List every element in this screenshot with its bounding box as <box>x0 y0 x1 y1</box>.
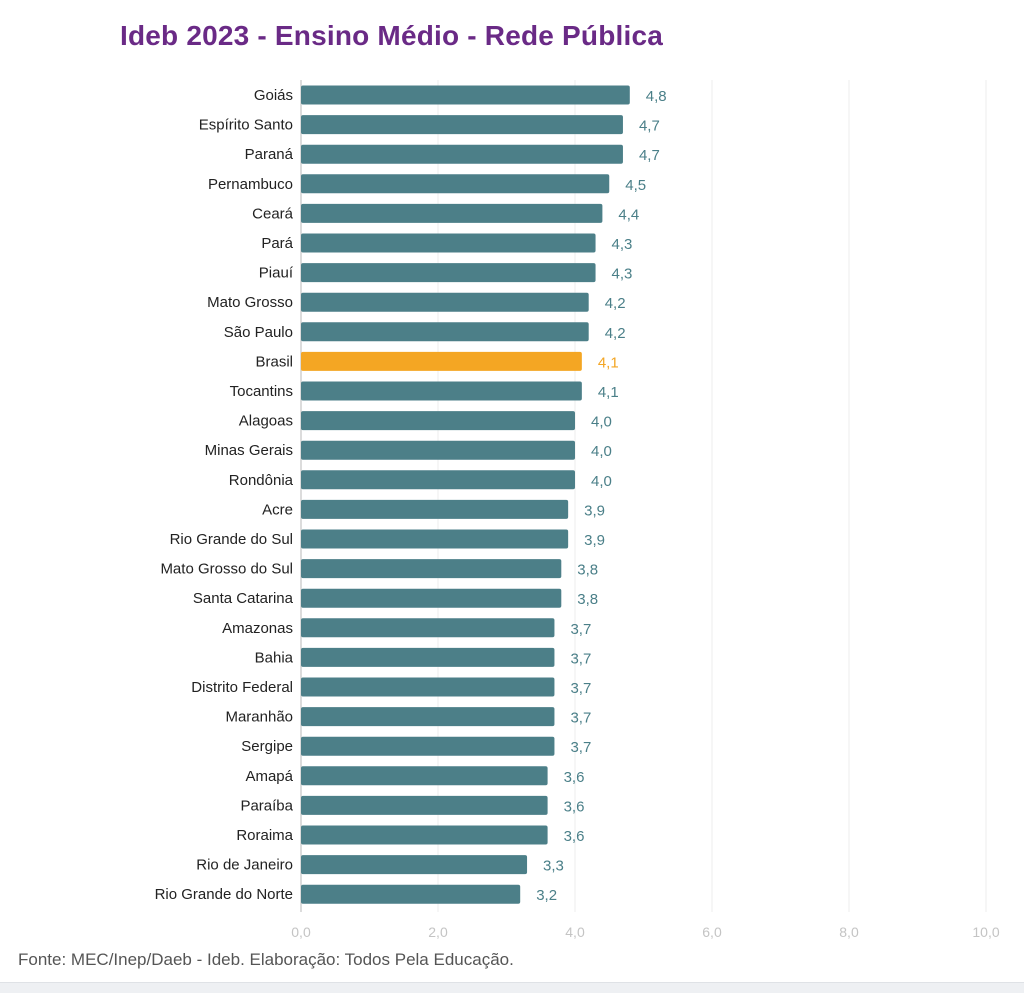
bar <box>301 263 596 283</box>
bar <box>301 322 589 342</box>
bar <box>301 144 623 164</box>
bar <box>301 736 555 756</box>
value-label: 3,3 <box>543 858 564 875</box>
category-label: Minas Gerais <box>205 442 293 459</box>
category-label: Espírito Santo <box>199 117 293 134</box>
value-label: 3,2 <box>536 887 557 904</box>
bar <box>301 677 555 697</box>
category-label: Ceará <box>252 205 294 222</box>
x-tick-label: 6,0 <box>702 924 722 940</box>
value-label: 4,2 <box>605 295 626 312</box>
x-tick-label: 0,0 <box>291 924 311 940</box>
category-label: Alagoas <box>239 413 293 430</box>
value-labels: 4,8 4,7 4,7 4,5 4,4 4,3 4,3 4,2 4,2 4,1 4,1 4,0 4,0 4… <box>536 88 666 904</box>
value-label: 3,6 <box>564 798 585 815</box>
category-label: Paraíba <box>240 797 293 814</box>
bottom-strip <box>0 982 1024 993</box>
bar <box>301 707 555 727</box>
category-label: Rio Grande do Sul <box>170 531 293 548</box>
bar <box>301 559 562 579</box>
value-label: 4,7 <box>639 118 660 135</box>
category-label: Acre <box>262 501 293 518</box>
category-label: Brasil <box>255 353 293 370</box>
bar <box>301 588 562 608</box>
category-label: Bahia <box>255 649 294 666</box>
category-label: Mato Grosso <box>207 294 293 311</box>
bar <box>301 825 548 845</box>
bar <box>301 855 528 875</box>
value-label: 4,5 <box>625 177 646 194</box>
bar <box>301 529 569 549</box>
value-label: 3,7 <box>570 739 591 756</box>
x-axis-ticks: 0,0 2,0 4,0 6,0 8,0 10,0 <box>291 924 1000 940</box>
x-tick-label: 2,0 <box>428 924 448 940</box>
value-label: 3,7 <box>570 680 591 697</box>
value-label: 4,4 <box>618 206 639 223</box>
category-label: Rio Grande do Norte <box>155 886 293 903</box>
value-label: 3,7 <box>570 710 591 727</box>
bar <box>301 470 575 490</box>
value-label: 3,6 <box>564 769 585 786</box>
x-tick-label: 8,0 <box>839 924 859 940</box>
value-label: 4,2 <box>605 325 626 342</box>
value-label: 3,8 <box>577 562 598 579</box>
bar <box>301 174 610 194</box>
category-label: Amazonas <box>222 620 293 637</box>
value-label: 4,0 <box>591 473 612 490</box>
bar <box>301 499 569 519</box>
bar-chart: Goiás Espírito Santo Paraná Pernambuco Ceará… <box>155 80 1000 940</box>
category-label: Pará <box>261 235 293 252</box>
bar <box>301 292 589 312</box>
category-label: Rio de Janeiro <box>196 857 293 874</box>
category-label: São Paulo <box>224 324 293 341</box>
category-label: Mato Grosso do Sul <box>160 561 293 578</box>
category-label: Goiás <box>254 87 293 104</box>
category-label: Pernambuco <box>208 176 293 193</box>
value-label: 4,8 <box>646 88 667 105</box>
x-tick-label: 10,0 <box>972 924 999 940</box>
bar <box>301 115 623 135</box>
value-label: 4,7 <box>639 147 660 164</box>
value-label: 4,1 <box>598 384 619 401</box>
category-label: Maranhão <box>225 709 293 726</box>
category-label: Piauí <box>259 265 294 282</box>
value-label: 4,0 <box>591 443 612 460</box>
bar <box>301 85 630 105</box>
category-label: Roraima <box>236 827 293 844</box>
bar-highlight <box>301 351 582 371</box>
value-label: 3,6 <box>564 828 585 845</box>
value-label: 4,3 <box>612 236 633 253</box>
category-labels: Goiás Espírito Santo Paraná Pernambuco Ceará… <box>155 87 294 903</box>
bar <box>301 440 575 460</box>
category-label: Santa Catarina <box>193 590 294 607</box>
category-label: Paraná <box>245 146 294 163</box>
value-label: 4,1 <box>598 354 619 371</box>
bar <box>301 795 548 815</box>
value-label: 4,0 <box>591 414 612 431</box>
chart-title: Ideb 2023 - Ensino Médio - Rede Pública <box>120 20 664 51</box>
value-label: 3,7 <box>570 621 591 638</box>
value-label: 3,7 <box>570 650 591 667</box>
value-label: 3,9 <box>584 532 605 549</box>
bar <box>301 381 582 401</box>
category-label: Sergipe <box>241 738 293 755</box>
bar <box>301 411 575 431</box>
bar <box>301 233 596 253</box>
source-note: Fonte: MEC/Inep/Daeb - Ideb. Elaboração:… <box>18 950 514 969</box>
category-label: Distrito Federal <box>191 679 293 696</box>
bar <box>301 203 603 223</box>
bars <box>301 85 630 904</box>
category-label: Tocantins <box>230 383 293 400</box>
bar <box>301 618 555 638</box>
category-label: Rondônia <box>229 472 294 489</box>
x-tick-label: 4,0 <box>565 924 585 940</box>
value-label: 3,8 <box>577 591 598 608</box>
bar <box>301 766 548 786</box>
category-label: Amapá <box>245 768 293 785</box>
bar <box>301 884 521 904</box>
bar <box>301 647 555 667</box>
value-label: 3,9 <box>584 502 605 519</box>
value-label: 4,3 <box>612 266 633 283</box>
